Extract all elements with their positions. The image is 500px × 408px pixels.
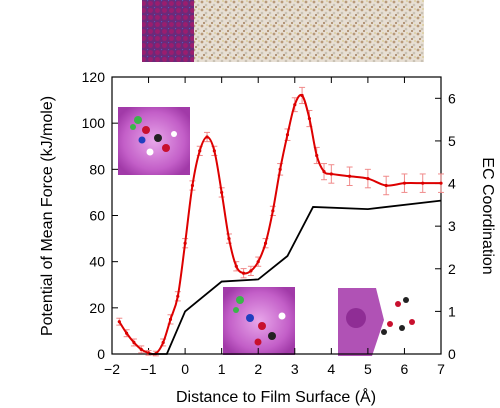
pmf-point: [263, 241, 268, 245]
pmf-point: [256, 260, 260, 264]
x-tick-label: 4: [327, 361, 335, 377]
pmf-point: [366, 176, 370, 181]
pmf-point: [198, 149, 202, 153]
x-tick-label: 2: [254, 361, 262, 377]
pmf-point: [271, 209, 275, 213]
pmf-point: [322, 170, 326, 174]
y2-axis-label: EC Coordination: [479, 157, 496, 274]
pmf-point: [402, 181, 407, 185]
pmf-point: [212, 149, 216, 153]
y-tick-label: 60: [89, 208, 105, 224]
y2-tick-label: 5: [448, 133, 456, 149]
inset-image-right: [338, 288, 415, 356]
pmf-point: [132, 340, 136, 345]
pmf-point: [227, 236, 231, 241]
x-axis-label: Distance to Film Surface (Å): [176, 387, 376, 406]
pmf-point: [161, 340, 165, 345]
top-strip-image: [142, 0, 424, 62]
pmf-point: [300, 93, 304, 98]
y-tick-label: 100: [82, 115, 106, 131]
inset-image-left: [118, 107, 190, 175]
pmf-point: [117, 320, 121, 324]
y-axis-label: Potential of Mean Force (kJ/mole): [39, 96, 56, 336]
pmf-point: [315, 153, 319, 158]
pmf-point: [278, 167, 282, 171]
y-tick-label: 40: [89, 254, 105, 270]
x-tick-label: 6: [401, 361, 409, 377]
pmf-point: [234, 264, 238, 268]
x-tick-label: −2: [104, 361, 120, 377]
pmf-point: [139, 347, 143, 351]
x-tick-label: 3: [291, 361, 299, 377]
pmf-point: [183, 241, 187, 245]
pmf-point: [293, 103, 297, 107]
pmf-point: [421, 181, 425, 185]
pmf-point: [249, 269, 253, 273]
pmf-point: [220, 190, 224, 195]
pmf-point: [384, 183, 388, 188]
pmf-point: [242, 271, 246, 275]
pmf-point: [168, 317, 173, 321]
pmf-point: [307, 116, 311, 121]
y-tick-label: 120: [82, 69, 106, 85]
pmf-point: [190, 183, 195, 188]
x-tick-label: −1: [141, 361, 157, 377]
pmf-point: [176, 294, 180, 298]
y2-tick-label: 0: [448, 346, 456, 362]
y2-tick-label: 6: [448, 90, 456, 106]
y2-tick-label: 3: [448, 218, 456, 234]
ec-coordination-line: [148, 199, 442, 355]
pmf-point: [329, 172, 333, 176]
pmf-point: [285, 133, 290, 137]
x-tick-label: 0: [181, 361, 189, 377]
y2-tick-label: 1: [448, 303, 456, 319]
pmf-point: [205, 135, 209, 139]
y-tick-label: 80: [89, 161, 105, 177]
y-tick-label: 0: [97, 346, 105, 362]
pmf-point: [125, 331, 129, 335]
y2-tick-label: 4: [448, 176, 456, 192]
y-tick-label: 20: [89, 300, 105, 316]
pmf-point: [348, 174, 352, 178]
inset-image-middle: [223, 287, 295, 355]
pmf-series: [116, 86, 444, 357]
ec-coordination-series: [148, 199, 442, 355]
pmf-point: [439, 181, 443, 185]
x-tick-label: 7: [437, 361, 445, 377]
x-tick-label: 5: [364, 361, 372, 377]
y2-tick-label: 2: [448, 261, 456, 277]
x-tick-label: 1: [218, 361, 226, 377]
